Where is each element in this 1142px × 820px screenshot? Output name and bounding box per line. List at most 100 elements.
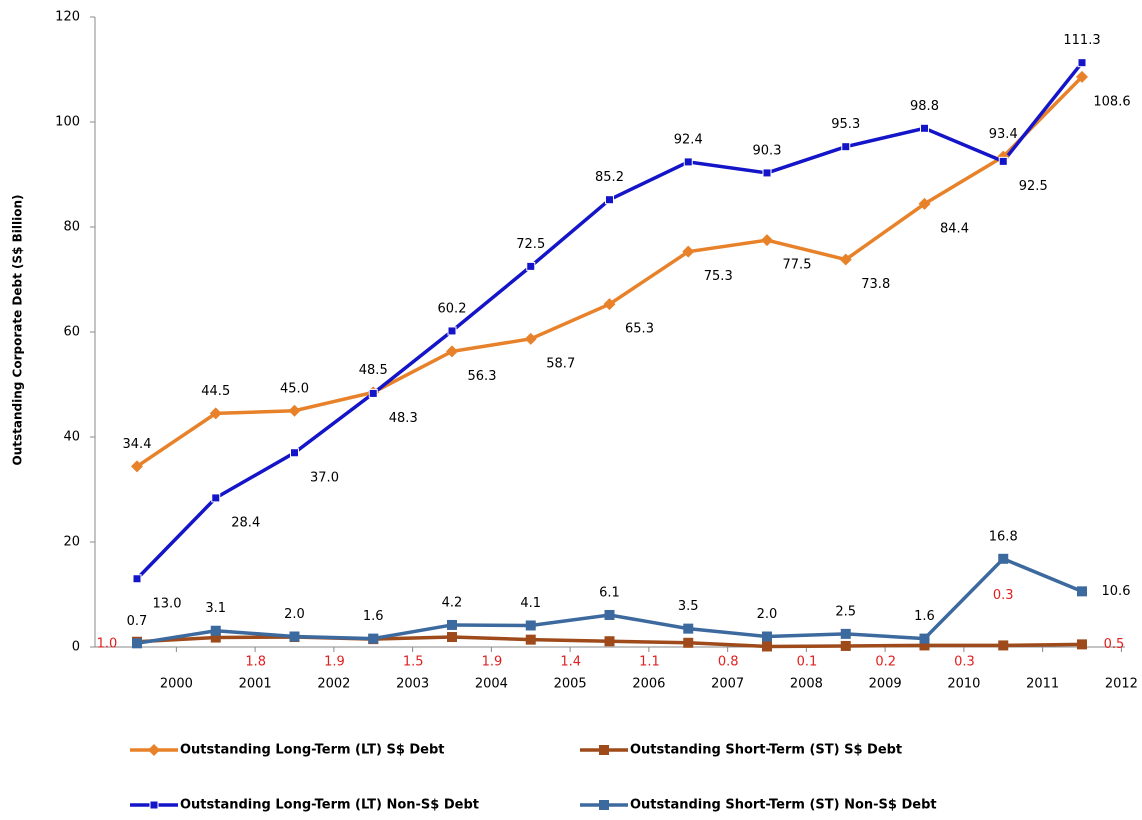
y-tick-label: 120 <box>55 10 80 25</box>
point-marker <box>526 261 536 271</box>
data-label: 1.8 <box>245 655 266 670</box>
data-label: 77.5 <box>783 258 812 273</box>
x-tick-label: 2005 <box>554 677 587 692</box>
y-tick-label: 20 <box>63 535 80 550</box>
data-label: 0.3 <box>954 655 975 670</box>
x-tick-label: 2004 <box>475 677 508 692</box>
data-label: 90.3 <box>753 143 782 158</box>
data-label: 95.3 <box>831 117 860 132</box>
y-tick-label: 60 <box>63 325 80 340</box>
data-label: 85.2 <box>595 170 624 185</box>
x-tick-label: 2009 <box>869 677 902 692</box>
data-label: 2.0 <box>284 607 305 622</box>
point-marker <box>131 460 143 473</box>
point-marker <box>998 640 1009 651</box>
legend-label: Outstanding Short-Term (ST) S$ Debt <box>630 743 902 758</box>
data-label: 58.7 <box>546 356 575 371</box>
data-label: 3.1 <box>205 601 226 616</box>
x-tick-label: 2001 <box>239 677 272 692</box>
point-marker <box>525 634 536 645</box>
point-marker <box>290 448 299 458</box>
x-tick-label: 2010 <box>947 677 980 692</box>
point-marker <box>761 234 773 247</box>
data-label: 1.5 <box>403 655 424 670</box>
data-label: 75.3 <box>704 269 733 284</box>
legend-marker <box>599 745 609 755</box>
data-label: 56.3 <box>468 369 497 384</box>
data-label: 1.9 <box>324 655 345 670</box>
point-marker <box>368 388 378 398</box>
data-label: 0.5 <box>1104 637 1125 652</box>
data-label: 44.5 <box>201 384 230 399</box>
point-marker <box>447 619 457 630</box>
data-label: 92.4 <box>674 132 703 147</box>
point-marker <box>524 332 537 345</box>
point-marker <box>132 574 142 584</box>
data-label: 98.8 <box>910 99 939 114</box>
data-label: 10.6 <box>1102 584 1131 599</box>
point-marker <box>762 168 772 178</box>
data-label: 93.4 <box>989 127 1018 142</box>
point-marker <box>998 156 1008 166</box>
point-marker <box>604 636 615 647</box>
point-marker <box>368 633 379 644</box>
data-label: 1.0 <box>97 636 118 651</box>
point-marker <box>920 123 929 133</box>
data-label: 84.4 <box>940 221 969 236</box>
x-tick-label: 2012 <box>1105 677 1138 692</box>
data-label: 4.1 <box>520 596 541 611</box>
data-label: 1.9 <box>482 655 503 670</box>
data-label: 4.2 <box>442 595 463 610</box>
point-marker <box>447 632 457 643</box>
x-tick-label: 2003 <box>396 677 429 692</box>
y-tick-label: 80 <box>63 220 80 235</box>
point-marker <box>132 638 142 649</box>
data-label: 3.5 <box>678 599 699 614</box>
point-marker <box>1077 586 1087 597</box>
point-marker <box>682 245 695 258</box>
data-label: 2.0 <box>757 607 778 622</box>
point-marker <box>605 195 614 205</box>
y-tick-label: 40 <box>63 430 80 445</box>
x-tick-label: 2008 <box>790 677 823 692</box>
point-marker <box>762 641 772 652</box>
point-marker <box>919 640 930 651</box>
x-tick-label: 2002 <box>317 677 350 692</box>
point-marker <box>998 553 1009 564</box>
point-marker <box>210 625 221 636</box>
x-tick-label: 2011 <box>1026 677 1059 692</box>
data-label: 65.3 <box>625 322 654 337</box>
point-marker <box>210 632 221 643</box>
y-tick-label: 100 <box>55 115 80 130</box>
legend-label: Outstanding Short-Term (ST) Non-S$ Debt <box>630 798 937 813</box>
legend-label: Outstanding Long-Term (LT) Non-S$ Debt <box>180 798 479 813</box>
point-marker <box>288 404 301 417</box>
point-marker <box>447 326 457 336</box>
legend-marker <box>599 800 609 810</box>
point-marker <box>840 640 851 651</box>
data-label: 1.4 <box>560 655 581 670</box>
y-tick-label: 0 <box>72 640 80 655</box>
data-label: 48.3 <box>389 411 418 426</box>
x-tick-label: 2006 <box>632 677 665 692</box>
data-label: 0.2 <box>875 655 896 670</box>
data-label: 0.1 <box>797 655 818 670</box>
point-marker <box>604 609 615 620</box>
point-marker <box>841 142 851 152</box>
data-label: 73.8 <box>861 277 890 292</box>
data-label: 60.2 <box>438 301 467 316</box>
point-marker <box>525 620 536 631</box>
data-label: 1.1 <box>639 655 660 670</box>
data-label: 48.5 <box>359 363 388 378</box>
point-marker <box>919 633 930 644</box>
legend-marker <box>148 744 160 756</box>
series-line <box>135 61 1084 580</box>
point-marker <box>1076 70 1088 83</box>
point-marker <box>603 298 616 311</box>
data-label: 72.5 <box>516 237 545 252</box>
data-label: 16.8 <box>989 529 1018 544</box>
x-tick-label: 2000 <box>160 677 193 692</box>
data-label: 1.6 <box>914 609 935 624</box>
x-tick-label: 2007 <box>711 677 744 692</box>
point-marker <box>839 253 852 266</box>
